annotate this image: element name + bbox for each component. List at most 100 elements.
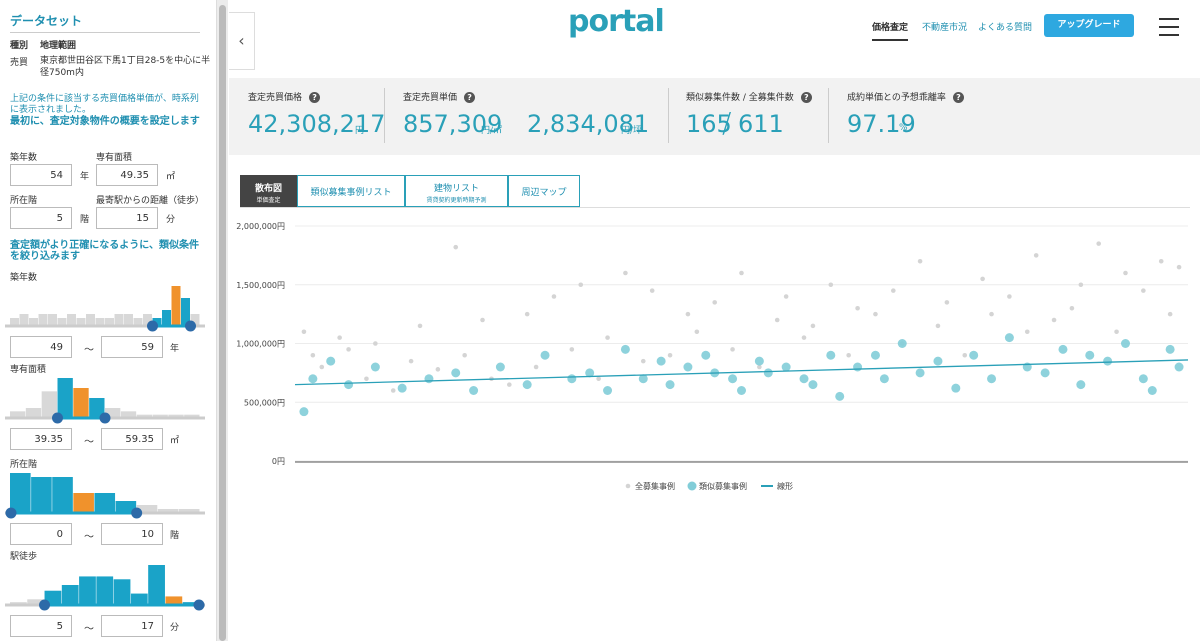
- nav-item[interactable]: 不動産市況: [922, 23, 968, 33]
- scatter-point: [873, 311, 878, 317]
- scrollbar[interactable]: [217, 0, 228, 641]
- field-input[interactable]: 54: [10, 164, 72, 186]
- help-icon[interactable]: ?: [464, 92, 476, 103]
- field-input[interactable]: 5: [10, 207, 72, 229]
- scatter-point: [603, 386, 613, 395]
- filter-label: 築年数: [10, 273, 38, 283]
- histogram-bar: [133, 318, 143, 326]
- scatter-point: [638, 374, 648, 384]
- help-icon[interactable]: ?: [800, 92, 812, 103]
- scatter-point: [712, 300, 718, 305]
- scatter-point: [944, 300, 950, 305]
- range-max-input[interactable]: 59: [101, 336, 163, 358]
- scatter-point: [810, 323, 816, 329]
- menu-icon[interactable]: [1158, 17, 1180, 37]
- field-input[interactable]: 49.35: [96, 164, 158, 186]
- scatter-point: [754, 356, 764, 366]
- scatter-point: [326, 356, 336, 366]
- range-min-input[interactable]: 0: [10, 523, 72, 545]
- scatter-point: [533, 364, 539, 370]
- slider-knob[interactable]: [147, 320, 158, 332]
- histogram-bar: [152, 318, 162, 326]
- slider-knob[interactable]: [131, 507, 143, 519]
- tab[interactable]: 散布図 単価査定: [240, 175, 297, 207]
- histogram-bar: [171, 286, 181, 326]
- range-unit: ㎡: [170, 436, 180, 446]
- scatter-point: [408, 358, 414, 364]
- collapse-button[interactable]: ‹: [229, 12, 255, 70]
- tab[interactable]: 類似募集事例リスト: [297, 175, 405, 207]
- histogram-bar: [168, 414, 184, 418]
- scatter-point: [1024, 329, 1030, 335]
- histogram-bar: [124, 314, 133, 326]
- stat-label: 類似募集件数 / 全募集件数?: [686, 90, 812, 103]
- slider-knob[interactable]: [99, 412, 111, 424]
- slider-knob[interactable]: [193, 599, 205, 611]
- scatter-point: [1033, 253, 1039, 258]
- tab[interactable]: 周辺マップ: [508, 175, 580, 207]
- histogram-bar: [95, 318, 105, 326]
- scatter-point: [567, 374, 577, 384]
- scatter-point: [308, 374, 318, 384]
- scatter-point: [774, 317, 780, 323]
- histogram-bar: [89, 398, 105, 418]
- range-min-input[interactable]: 39.35: [10, 428, 72, 450]
- scatter-point: [935, 323, 941, 329]
- legend-label: 線形: [777, 481, 793, 491]
- histogram-bar: [136, 505, 158, 513]
- histogram-bar: [120, 411, 137, 418]
- range-separator: 〜: [84, 532, 94, 543]
- tab-label: 類似募集事例リスト: [310, 188, 392, 198]
- nav-item[interactable]: よくある質問: [978, 23, 1033, 33]
- histogram-bar: [67, 314, 76, 326]
- scatter-point: [808, 380, 818, 390]
- scatter-point: [1138, 374, 1148, 384]
- tab[interactable]: 建物リスト 賃貸契約更新時期予測: [405, 175, 508, 207]
- scatter-point: [507, 382, 512, 387]
- slider-knob[interactable]: [185, 320, 196, 332]
- help-icon[interactable]: ?: [309, 92, 321, 103]
- logo[interactable]: portal: [568, 4, 665, 39]
- scroll-thumb[interactable]: [219, 5, 226, 641]
- scatter-point: [390, 388, 396, 393]
- trend-line: [294, 359, 1189, 386]
- upgrade-label: アップグレード: [1057, 20, 1121, 30]
- slider-knob[interactable]: [39, 599, 51, 611]
- nav-item[interactable]: 価格査定: [872, 20, 909, 41]
- histogram-bar: [76, 318, 86, 326]
- scatter-point: [1165, 344, 1175, 354]
- scatter-point: [739, 270, 744, 276]
- histogram-bar: [73, 493, 94, 513]
- range-max-input[interactable]: 10: [101, 523, 163, 545]
- scatter-point: [915, 368, 925, 378]
- scatter-point: [370, 362, 380, 372]
- filter-label: 専有面積: [10, 365, 47, 375]
- scatter-point: [969, 350, 979, 360]
- histogram-bar: [178, 509, 200, 513]
- scatter-point: [853, 362, 863, 372]
- legend-label: 類似募集事例: [699, 481, 747, 491]
- scatter-point: [683, 362, 693, 372]
- scatter-point: [1096, 241, 1101, 246]
- help-icon[interactable]: ?: [952, 92, 964, 103]
- scatter-point: [951, 383, 961, 393]
- range-min-input[interactable]: 5: [10, 615, 72, 637]
- slider-knob[interactable]: [52, 412, 63, 424]
- scatter-point: [620, 344, 630, 354]
- scatter-point: [989, 311, 994, 317]
- histogram-bar: [79, 576, 96, 605]
- range-min-input[interactable]: 49: [10, 336, 72, 358]
- table-header: 地理範囲: [40, 41, 77, 51]
- field-input[interactable]: 15: [96, 207, 158, 229]
- scatter-point: [299, 407, 309, 417]
- histogram-bar: [113, 579, 131, 605]
- scatter-point: [897, 339, 907, 348]
- range-max-input[interactable]: 59.35: [101, 428, 163, 450]
- histogram-bar: [19, 314, 29, 326]
- scatter-point: [933, 356, 943, 366]
- slider-knob[interactable]: [5, 507, 17, 519]
- upgrade-button[interactable]: アップグレード: [1044, 14, 1134, 37]
- histogram-bar: [96, 576, 114, 605]
- range-max-input[interactable]: 17: [101, 615, 163, 637]
